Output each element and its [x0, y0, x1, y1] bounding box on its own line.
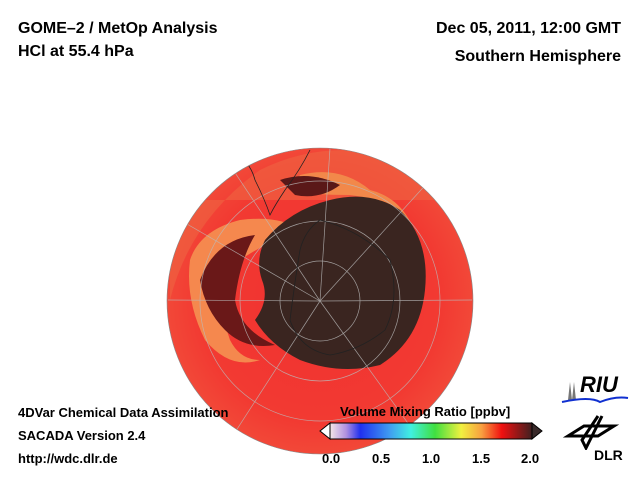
- colorbar-tick: 1.0: [422, 451, 441, 466]
- colorbar-gradient: [329, 422, 533, 440]
- dlr-logo: DLR: [562, 414, 632, 464]
- colorbar: [319, 421, 543, 441]
- footer-line1: 4DVar Chemical Data Assimilation: [18, 405, 229, 420]
- figure-subtitle: HCl at 55.4 hPa: [18, 43, 134, 60]
- datetime: Dec 05, 2011, 12:00 GMT: [436, 20, 621, 37]
- colorbar-min-arrow: [319, 421, 331, 441]
- graticule: [167, 148, 473, 441]
- colorbar-tick: 1.5: [472, 451, 491, 466]
- footer-url: http://wdc.dlr.de: [18, 451, 118, 466]
- colorbar-tick: 0.0: [322, 451, 341, 466]
- coastlines: [229, 149, 395, 356]
- colorbar-tick: 0.5: [372, 451, 391, 466]
- footer-line2: SACADA Version 2.4: [18, 428, 146, 443]
- region: Southern Hemisphere: [454, 48, 621, 65]
- figure-title: GOME–2 / MetOp Analysis: [18, 20, 218, 37]
- riu-logo: RIU: [560, 372, 630, 404]
- vortex-filament: [200, 235, 275, 346]
- polar-vortex: [255, 196, 426, 369]
- colorbar-title: Volume Mixing Ratio [ppbv]: [340, 404, 511, 419]
- colorbar-max-arrow: [531, 421, 543, 441]
- colorbar-tick: 2.0: [521, 451, 540, 466]
